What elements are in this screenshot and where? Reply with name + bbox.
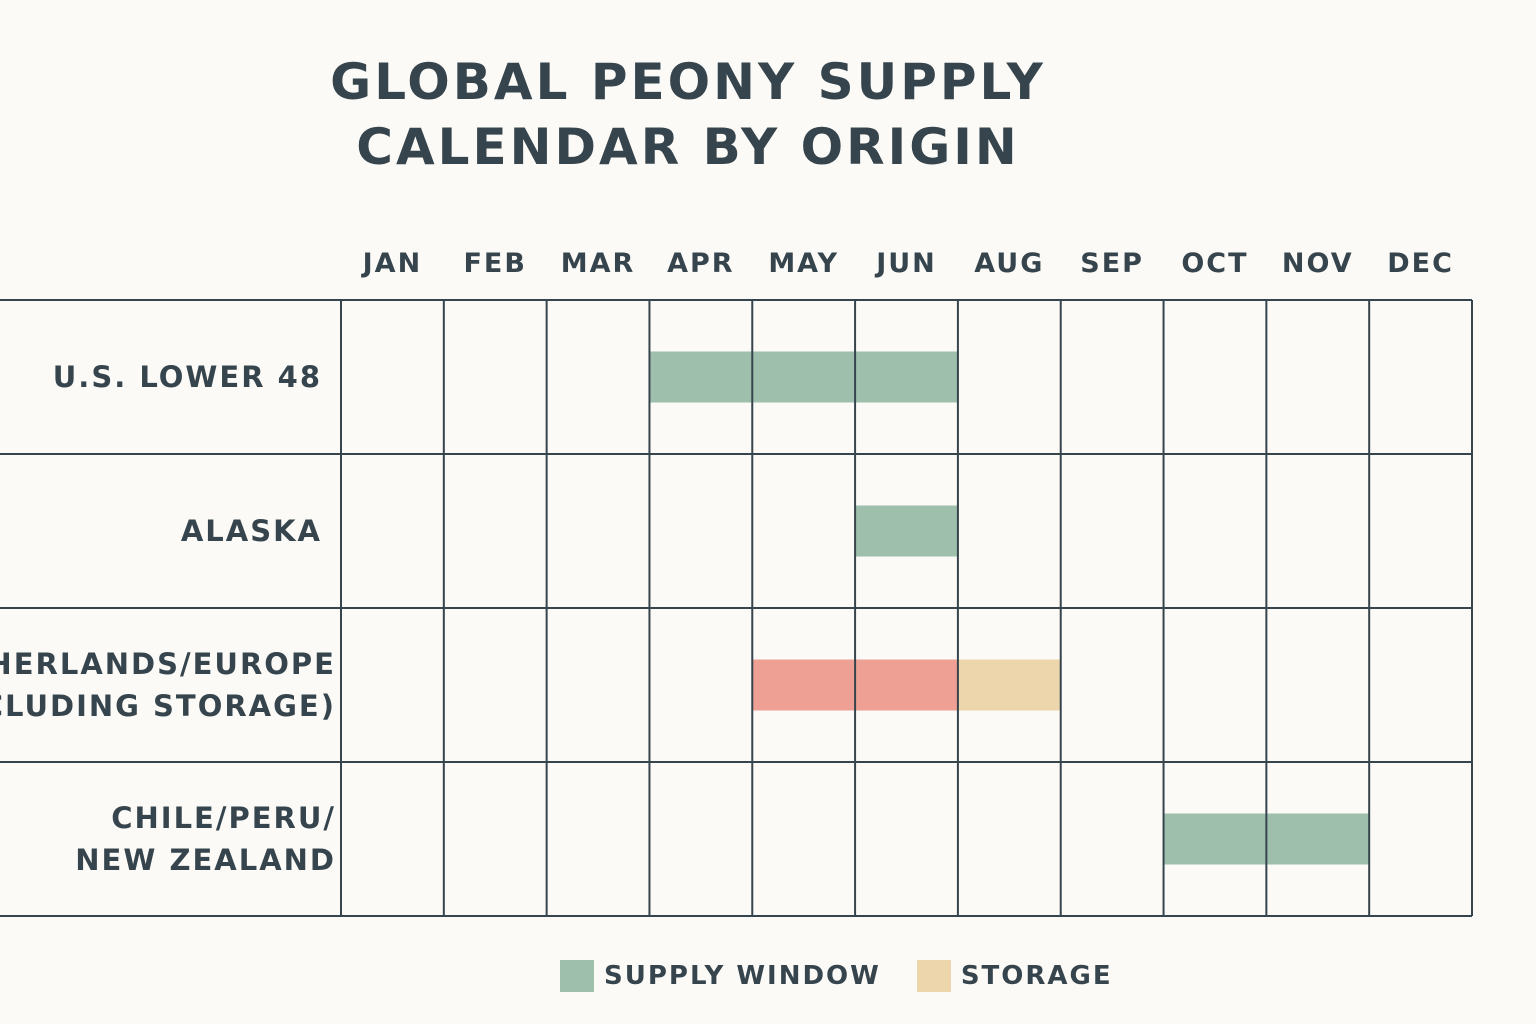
month-label-sep: SEP xyxy=(1080,248,1144,279)
row-label-3-line-1: NEW ZEALAND xyxy=(75,843,336,877)
chart-legend: SUPPLY WINDOW STORAGE xyxy=(560,958,1149,994)
row-label-1-line-0: ALASKA xyxy=(181,514,322,548)
month-label-feb: FEB xyxy=(463,248,526,279)
chart-title-line-2: CALENDAR BY ORIGIN xyxy=(356,118,1020,176)
bar-row-0-segment-0-supply xyxy=(649,351,958,403)
month-label-apr: APR xyxy=(667,248,734,279)
month-label-oct: OCT xyxy=(1181,248,1248,279)
bar-row-2-segment-1-storage xyxy=(957,659,1061,711)
legend-label-supply-window: SUPPLY WINDOW xyxy=(604,961,881,991)
month-label-jan: JAN xyxy=(361,248,423,279)
legend-item-storage: STORAGE xyxy=(916,960,1113,992)
row-label-2-line-1: (INCLUDING STORAGE) xyxy=(0,689,336,723)
month-label-may: MAY xyxy=(768,248,839,279)
row-label-2-line-0: NETHERLANDS/EUROPE xyxy=(0,647,336,681)
row-label-3-line-0: CHILE/PERU/ xyxy=(111,801,336,835)
bar-row-1-segment-0-supply xyxy=(855,505,958,557)
month-label-nov: NOV xyxy=(1282,248,1354,279)
row-label-0-line-0: U.S. LOWER 48 xyxy=(53,360,322,394)
legend-item-supply-window: SUPPLY WINDOW xyxy=(560,960,881,992)
chart-title-line-1: GLOBAL PEONY SUPPLY xyxy=(330,53,1046,111)
legend-swatch-supply-window xyxy=(560,960,594,992)
legend-label-storage: STORAGE xyxy=(960,961,1113,991)
month-label-dec: DEC xyxy=(1387,248,1454,279)
month-label-aug: AUG xyxy=(974,248,1044,279)
legend-swatch-storage xyxy=(916,960,951,992)
month-label-mar: MAR xyxy=(561,248,636,279)
month-label-jun: JUN xyxy=(874,248,937,279)
